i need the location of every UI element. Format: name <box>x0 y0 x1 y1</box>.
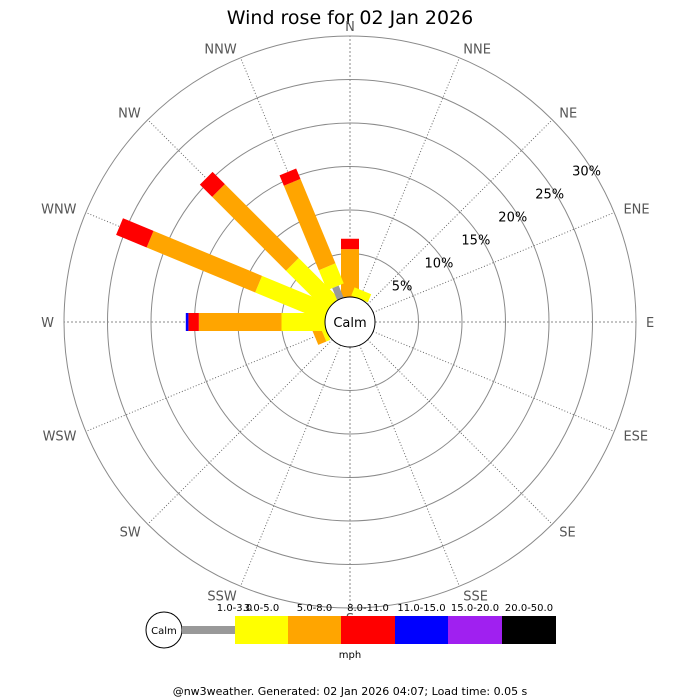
legend-swatch-6 <box>502 616 556 644</box>
calm-circle <box>324 296 376 348</box>
direction-label-ne: NE <box>559 107 577 122</box>
bar-wnw-2 <box>146 230 263 293</box>
footer-text: @nw3weather. Generated: 02 Jan 2026 04:0… <box>173 685 528 698</box>
bar-nnw-0 <box>332 285 344 301</box>
direction-label-ssw: SSW <box>207 589 237 604</box>
legend-label-3: 8.0-11.0 <box>347 603 389 614</box>
bar-nw-3 <box>199 171 225 197</box>
direction-label-sw: SW <box>120 525 141 540</box>
speed-legend: Calm 1.0-3.03.0-5.0 5.0-8.0 8.0-11.0 11.0-15… <box>145 603 556 649</box>
legend-label-1: 3.0-5.0 <box>244 603 279 614</box>
bar-wsw-1 <box>319 323 331 342</box>
bar-wnw-1 <box>255 275 331 321</box>
ring-labels: 5% 10% 15% 20% 25% 30% <box>392 164 601 294</box>
legend-calm-label: Calm <box>151 626 177 637</box>
direction-label-ene: ENE <box>623 203 649 218</box>
calm-center: Calm <box>324 296 376 348</box>
bar-nw-1 <box>285 257 339 311</box>
polar-grid: NNNENEENEEESESESSESSSWSWWSWWWNWNWNNW <box>41 20 654 627</box>
direction-label-w: W <box>41 316 54 331</box>
direction-label-sse: SSE <box>463 589 488 604</box>
calm-label: Calm <box>333 316 366 331</box>
direction-label-n: N <box>345 20 355 35</box>
direction-label-nnw: NNW <box>204 43 236 58</box>
legend-swatch-1 <box>235 616 288 644</box>
direction-label-se: SE <box>559 525 575 540</box>
bar-nnw-1 <box>318 263 344 291</box>
ring-label-5: 5% <box>392 280 413 295</box>
direction-label-wsw: WSW <box>43 429 77 444</box>
units-label: mph <box>339 650 361 661</box>
ring-label-30: 30% <box>572 164 601 179</box>
bar-nw-2 <box>212 184 299 271</box>
legend-swatch-2 <box>288 616 341 644</box>
bar-nnw-2 <box>283 178 336 271</box>
direction-label-e: E <box>646 316 654 331</box>
wind-bars <box>116 168 372 345</box>
ring-label-25: 25% <box>535 187 564 202</box>
ring-label-20: 20% <box>498 211 527 226</box>
legend-label-2: 5.0-8.0 <box>297 603 332 614</box>
chart-title: Wind rose for 02 Jan 2026 <box>227 7 474 29</box>
bar-nnw-3 <box>279 168 301 186</box>
legend-swatch-3 <box>341 616 395 644</box>
ring-label-15: 15% <box>461 234 490 249</box>
ring-label-10: 10% <box>425 257 454 272</box>
legend-label-4: 11.0-15.0 <box>397 603 445 614</box>
bar-wnw-3 <box>116 218 154 248</box>
direction-label-wnw: WNW <box>41 203 77 218</box>
direction-label-ese: ESE <box>623 429 648 444</box>
legend-label-5: 15.0-20.0 <box>451 603 499 614</box>
direction-label-nw: NW <box>118 107 141 122</box>
bar-wsw-2 <box>311 324 327 345</box>
legend-label-0: 1.0-3.0 <box>217 603 252 614</box>
direction-label-nne: NNE <box>463 43 491 58</box>
legend-swatch-0 <box>182 626 235 634</box>
bar-nne-1 <box>351 287 372 303</box>
legend-swatch-4 <box>395 616 448 644</box>
legend-label-6: 20.0-50.0 <box>505 603 553 614</box>
legend-swatch-5 <box>448 616 502 644</box>
